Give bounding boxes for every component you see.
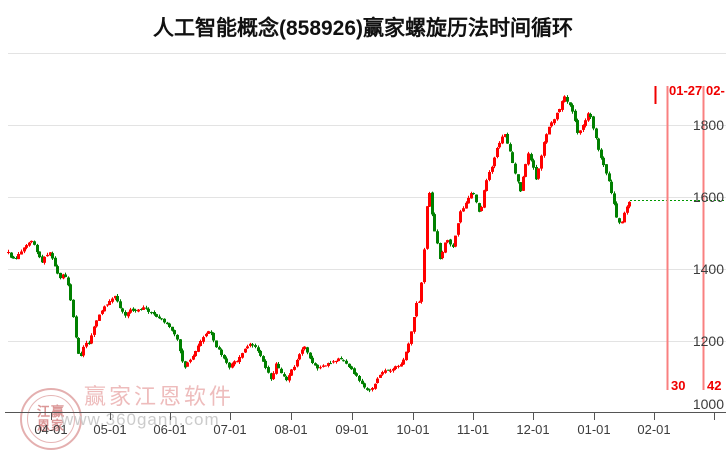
svg-text:01-01: 01-01 — [577, 422, 610, 437]
svg-text:1600: 1600 — [693, 189, 724, 205]
y-axis-labels: 1800 1600 1400 1200 1000 — [693, 117, 724, 412]
candlesticks — [7, 95, 631, 393]
svg-text:07-01: 07-01 — [213, 422, 246, 437]
svg-text:12-01: 12-01 — [516, 422, 549, 437]
cycle-count-label-2: 42 — [707, 378, 722, 393]
cycle-count-label-1: 30 — [671, 378, 686, 393]
svg-text:02-01: 02-01 — [637, 422, 670, 437]
cycle-date-label-1: 01-27 — [669, 83, 703, 98]
svg-text:11-01: 11-01 — [457, 422, 489, 437]
svg-text:09-01: 09-01 — [335, 422, 368, 437]
watermark-seal-inner-ring: 江赢 恩家 — [27, 395, 75, 443]
svg-text:10-01: 10-01 — [396, 422, 429, 437]
svg-text:1400: 1400 — [693, 261, 724, 277]
page-title: 人工智能概念(858926)赢家螺旋历法时间循环 — [152, 17, 574, 40]
watermark-seal-logo: 江赢 恩家 — [20, 388, 82, 450]
svg-text:06-01: 06-01 — [153, 422, 186, 437]
watermark-brand-text: 赢家江恩软件 — [84, 384, 235, 409]
svg-text:1800: 1800 — [693, 117, 724, 133]
x-axis: 04-01 05-01 06-01 07-01 08-01 09-01 10-01 11-01… — [5, 412, 726, 437]
svg-text:05-01: 05-01 — [93, 422, 126, 437]
watermark-url-text: www.360gann.com — [61, 410, 220, 429]
svg-text:1200: 1200 — [693, 333, 724, 349]
grid-lines — [8, 53, 726, 342]
svg-text:08-01: 08-01 — [274, 422, 307, 437]
watermark-seal-text: 恩家 — [36, 418, 65, 433]
cycle-date-label-2: 02- — [706, 83, 725, 98]
cycle-vlines — [654, 86, 705, 390]
svg-text:1000: 1000 — [693, 396, 724, 412]
watermark-seal-text: 江赢 — [36, 404, 65, 419]
svg-text:04-01: 04-01 — [34, 422, 67, 437]
